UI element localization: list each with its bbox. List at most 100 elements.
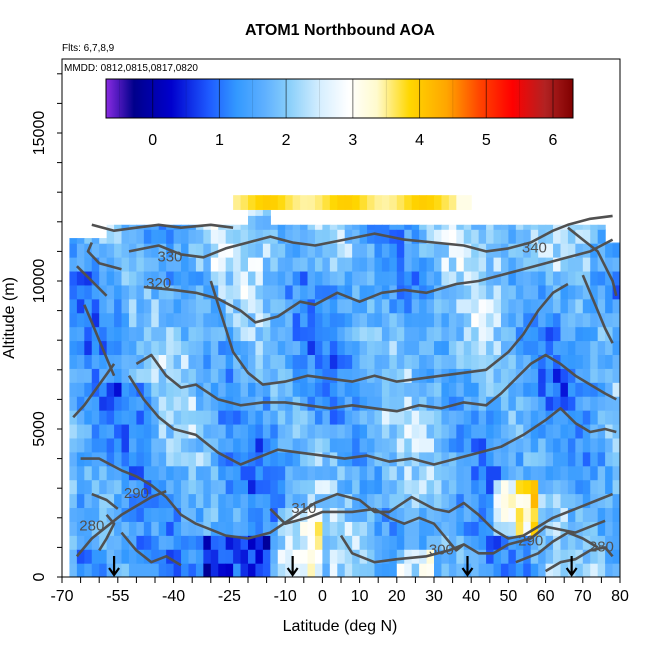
heatmap-cell [419, 224, 428, 230]
heatmap-cell [530, 382, 539, 397]
heatmap-cell [121, 368, 130, 383]
heatmap-cell [210, 382, 219, 397]
heatmap-cell [121, 396, 130, 411]
heatmap-cell [493, 437, 502, 453]
heatmap-cell [270, 368, 279, 383]
heatmap-cell [143, 368, 152, 383]
heatmap-cell [270, 354, 279, 369]
heatmap-cell [106, 479, 115, 495]
heatmap-cell [419, 298, 428, 314]
heatmap-cell [143, 382, 152, 397]
x-tick-label: -55 [106, 588, 129, 605]
heatmap-cell [300, 535, 309, 550]
heatmap-cell [508, 382, 517, 397]
heatmap-cell [553, 396, 562, 411]
heatmap-cell [218, 507, 227, 522]
heatmap-cell [173, 340, 182, 356]
heatmap-cell [434, 298, 443, 314]
x-tick-label: 20 [388, 588, 406, 605]
heatmap-cell [143, 270, 152, 286]
heatmap-cell [389, 465, 398, 481]
heatmap-cell [158, 479, 167, 495]
heatmap-cell [151, 396, 160, 411]
heatmap-cell [352, 326, 361, 342]
heatmap-cell [381, 368, 390, 383]
heatmap-cell [560, 340, 569, 356]
heatmap-cell [195, 368, 204, 383]
heatmap-cell [471, 298, 480, 314]
heatmap-cell [292, 451, 301, 467]
heatmap-cell [322, 195, 331, 210]
heatmap-cell [255, 549, 264, 564]
heatmap-cell [374, 270, 383, 286]
heatmap-cell [173, 521, 182, 536]
heatmap-cell [322, 354, 331, 369]
heatmap-cell [69, 507, 78, 522]
heatmap-cell [69, 396, 78, 411]
heatmap-cell [91, 423, 100, 439]
heatmap-cell [471, 549, 480, 564]
heatmap-cell [270, 563, 279, 577]
heatmap-cell [500, 243, 509, 258]
heatmap-cell [538, 224, 547, 230]
heatmap-cell [419, 195, 428, 210]
heatmap-cell [203, 340, 212, 356]
heatmap-cell [128, 479, 137, 495]
heatmap-cell [374, 563, 383, 577]
heatmap-cell [612, 535, 620, 550]
heatmap-cell [314, 354, 323, 369]
contour-line [581, 274, 614, 344]
heatmap-cell [612, 493, 620, 509]
contour-line [83, 304, 116, 377]
heatmap-cell [441, 312, 450, 328]
heatmap-cell [203, 312, 212, 328]
heatmap-cell [173, 229, 182, 244]
heatmap-cell [441, 507, 450, 522]
heatmap-cell [307, 224, 316, 230]
x-tick-label: 0 [318, 588, 327, 605]
heatmap-cell [307, 298, 316, 314]
contour-line [86, 241, 122, 271]
heatmap-cell [329, 270, 338, 286]
heatmap-cell [389, 368, 398, 383]
heatmap-cell [158, 563, 167, 577]
heatmap-cell [329, 479, 338, 495]
heatmap-cell [545, 257, 554, 272]
heatmap-cell [181, 396, 190, 411]
heatmap-cell [248, 507, 257, 522]
heatmap-cell [471, 382, 480, 397]
heatmap-cell [195, 326, 204, 342]
heatmap-cell [166, 451, 175, 467]
heatmap-cell [590, 507, 599, 522]
heatmap-cell [486, 312, 495, 328]
heatmap-cell [515, 312, 524, 328]
heatmap-cell [605, 298, 614, 314]
heatmap-cell [76, 284, 85, 300]
heatmap-cell [329, 493, 338, 509]
heatmap-cell [612, 521, 620, 536]
heatmap-cell [337, 284, 346, 300]
heatmap-cell [121, 284, 130, 300]
heatmap-cell [292, 368, 301, 383]
heatmap-cell [188, 340, 197, 356]
heatmap-cell [188, 229, 197, 244]
heatmap-cell [508, 229, 517, 244]
heatmap-cell [262, 340, 271, 356]
heatmap-cell [508, 493, 517, 509]
heatmap-cell [99, 396, 108, 411]
heatmap-cell [523, 298, 532, 314]
heatmap-cell [590, 563, 599, 577]
heatmap-cell [121, 257, 130, 272]
heatmap-cell [76, 270, 85, 286]
heatmap-cell [456, 563, 465, 577]
heatmap-cell [69, 493, 78, 509]
heatmap-cell [493, 326, 502, 342]
heatmap-cell [441, 326, 450, 342]
heatmap-cell [344, 549, 353, 564]
heatmap-cell [575, 284, 584, 300]
heatmap-cell [314, 437, 323, 453]
heatmap-cell [567, 224, 576, 230]
heatmap-cell [560, 229, 569, 244]
heatmap-cell [84, 423, 93, 439]
heatmap-cell [121, 410, 130, 425]
